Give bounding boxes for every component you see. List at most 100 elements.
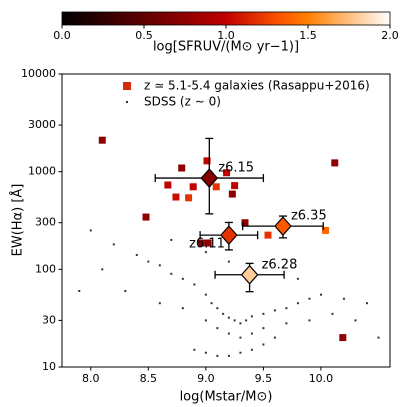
sdss-point [193,348,196,351]
sdss-point [239,336,242,339]
sdss-point [193,283,196,286]
x-tick-label: 8.5 [140,372,158,385]
sdss-point [245,319,248,322]
sdss-point [250,348,253,351]
sdss-point [170,272,173,275]
sdss-point [216,307,219,310]
sdss-point [273,336,276,339]
sdss-point [308,297,311,300]
sdss-point [250,315,253,318]
sdss-point [262,327,265,330]
sdss-point [204,319,207,322]
galaxy-square [223,169,231,177]
galaxy-square [197,239,205,247]
y-tick-label: 3000 [28,118,56,131]
galaxy-square [172,193,180,201]
sdss-point [227,332,230,335]
colorbar-label: log[SFRUV/(M⊙ yr−1)] [153,40,299,55]
x-axis-label: log(Mstar/M⊙) [180,390,273,405]
sdss-point [285,307,288,310]
sdss-point [101,268,104,271]
galaxy-square [322,226,330,234]
z6-label: z6.11 [189,237,225,252]
y-tick-label: 10000 [21,67,56,80]
colorbar-tick-label: 1.5 [299,29,317,42]
x-tick-label: 9.5 [255,372,273,385]
galaxy-square [339,334,347,342]
colorbar-tick-label: 0.5 [135,29,153,42]
galaxy-square [98,136,106,144]
colorbar [61,11,391,26]
sdss-point [377,336,380,339]
sdss-point [262,312,265,315]
sdss-point [233,319,236,322]
z6-diamond [220,225,238,246]
x-tick-label: 8.0 [82,372,100,385]
galaxy-square [164,181,172,189]
sdss-point [262,343,265,346]
sdss-point [181,277,184,280]
y-tick-label: 1000 [28,165,56,178]
galaxy-square [204,239,212,247]
sdss-point [354,319,357,322]
legend-label: SDSS (z ∼ 0) [144,95,221,109]
sdss-point [204,251,207,254]
sdss-point [227,316,230,319]
galaxy-square [185,194,193,202]
sdss-point [216,354,219,357]
z6-label: z6.28 [262,257,298,272]
sdss-point [273,309,276,312]
sdss-point [222,312,225,315]
sdss-point [204,293,207,296]
sdss-point [227,354,230,357]
galaxy-square [264,231,272,239]
sdss-point [342,297,345,300]
sdss-point [250,332,253,335]
galaxy-square [189,183,197,191]
colorbar-tick-label: 2.0 [381,29,399,42]
galaxy-square [231,182,239,190]
z6-label: z6.35 [291,209,327,224]
colorbar-tick-label: 1.0 [217,29,235,42]
legend-label: z ≃ 5.1-5.4 galaxies (Rasappu+2016) [144,79,370,93]
sdss-point [296,277,299,280]
galaxy-square [142,213,150,221]
galaxy-square [203,157,211,165]
colorbar-tick-label: 0.0 [53,29,71,42]
legend-swatch [126,101,128,103]
sdss-point [89,229,92,232]
sdss-point [135,254,138,257]
sdss-point [308,319,311,322]
z6-label: z6.15 [218,161,254,176]
sdss-point [170,238,173,241]
sdss-point [216,327,219,330]
y-tick-label: 10 [42,360,56,373]
sdss-point [158,264,161,267]
z6-diamond [274,216,292,237]
y-tick-label: 300 [35,216,56,229]
sdss-point [158,302,161,305]
sdss-point [296,302,299,305]
sdss-point [239,322,242,325]
galaxy-square [178,164,186,172]
x-tick-label: 9.0 [197,372,215,385]
sdss-point [204,351,207,354]
sdss-point [78,290,81,293]
sdss-point [319,293,322,296]
y-tick-label: 100 [35,262,56,275]
z6-diamond [200,168,219,188]
sdss-point [210,302,213,305]
z6-diamond [240,264,259,285]
sdss-point [112,243,115,246]
y-axis-label: EW(Hα) [Å] [10,184,26,257]
galaxy-square [331,159,339,167]
plot-frame [61,73,391,368]
sdss-point [239,351,242,354]
sdss-point [227,260,230,263]
sdss-point [181,307,184,310]
x-tick-label: 10.0 [309,372,334,385]
y-tick-label: 30 [42,313,56,326]
galaxy-square [241,219,249,227]
sdss-point [365,302,368,305]
